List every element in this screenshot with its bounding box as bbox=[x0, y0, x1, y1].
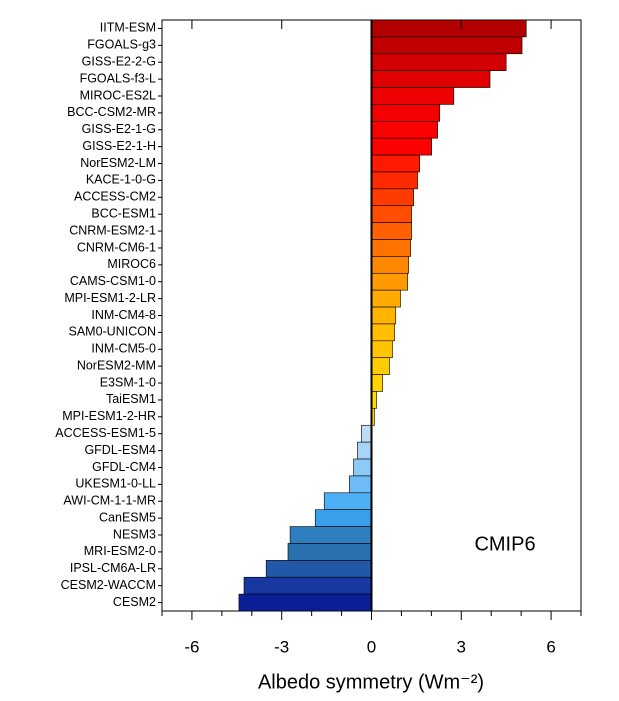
y-tick-label: BCC-ESM1 bbox=[91, 206, 156, 220]
bar bbox=[371, 171, 418, 190]
bar bbox=[371, 36, 523, 55]
y-tick-label: E3SM-1-0 bbox=[100, 375, 156, 389]
y-tick-label: GISS-E2-1-H bbox=[82, 139, 156, 153]
bar bbox=[289, 526, 372, 544]
bar bbox=[357, 441, 372, 460]
bar bbox=[371, 19, 527, 38]
x-tick-label: 0 bbox=[367, 637, 376, 656]
y-tick-label: IPSL-CM6A-LR bbox=[70, 561, 156, 575]
bar bbox=[371, 340, 393, 359]
y-tick-label: NESM3 bbox=[113, 527, 156, 541]
bar bbox=[238, 593, 372, 612]
bar bbox=[371, 256, 409, 274]
y-tick-label: MPI-ESM1-2-HR bbox=[62, 409, 156, 423]
bar bbox=[371, 154, 420, 173]
bar bbox=[371, 222, 412, 240]
x-tick-label: 3 bbox=[457, 637, 466, 656]
y-tick-label: CESM2-WACCM bbox=[61, 578, 156, 592]
bar bbox=[371, 104, 441, 122]
y-tick-label: TaiESM1 bbox=[106, 392, 156, 406]
y-tick-label: FGOALS-g3 bbox=[87, 38, 156, 52]
bar bbox=[371, 121, 438, 139]
y-tick-label: NorESM2-MM bbox=[77, 358, 156, 372]
bar bbox=[371, 53, 507, 71]
bar bbox=[371, 357, 390, 375]
bar bbox=[353, 458, 372, 477]
bar bbox=[287, 543, 372, 561]
y-tick-label: GFDL-ESM4 bbox=[84, 443, 156, 457]
y-tick-label: GFDL-CM4 bbox=[92, 460, 156, 474]
x-tick-label: 6 bbox=[546, 637, 555, 656]
y-tick-label: FGOALS-f3-L bbox=[80, 71, 156, 85]
bar bbox=[243, 576, 372, 595]
y-tick-label: INM-CM4-8 bbox=[91, 308, 156, 322]
bar bbox=[371, 188, 414, 207]
bar bbox=[371, 205, 412, 223]
bar bbox=[361, 424, 372, 443]
y-tick-label: KACE-1-0-G bbox=[86, 173, 156, 187]
y-tick-label: MPI-ESM1-2-LR bbox=[64, 291, 156, 305]
bar bbox=[371, 289, 401, 308]
bar bbox=[371, 137, 432, 156]
bar bbox=[371, 306, 397, 325]
bar bbox=[371, 87, 455, 105]
y-tick-label: SAM0-UNICON bbox=[68, 325, 156, 339]
bar bbox=[371, 323, 395, 342]
y-tick-label: NorESM2-LM bbox=[80, 156, 156, 170]
x-tick-label: -3 bbox=[274, 637, 289, 656]
y-tick-label: CNRM-ESM2-1 bbox=[69, 223, 156, 237]
y-tick-label: CESM2 bbox=[113, 595, 156, 609]
y-tick-label: ACCESS-ESM1-5 bbox=[55, 426, 156, 440]
y-tick-label: INM-CM5-0 bbox=[91, 342, 156, 356]
y-tick-label: UKESM1-0-LL bbox=[75, 477, 156, 491]
bar bbox=[371, 374, 383, 392]
y-tick-label: GISS-E2-2-G bbox=[82, 55, 156, 69]
bar bbox=[371, 239, 412, 257]
y-tick-label: AWI-CM-1-1-MR bbox=[63, 494, 156, 508]
y-tick-label: MIROC-ES2L bbox=[80, 88, 156, 102]
bar bbox=[265, 560, 372, 578]
y-tick-label: CAMS-CSM1-0 bbox=[70, 274, 156, 288]
bar bbox=[314, 509, 372, 527]
y-tick-label: GISS-E2-1-G bbox=[82, 122, 156, 136]
annotation: CMIP6 bbox=[474, 533, 535, 555]
bar bbox=[349, 475, 372, 494]
y-tick-label: MRI-ESM2-0 bbox=[84, 544, 156, 558]
bar bbox=[371, 70, 491, 88]
y-tick-label: MIROC6 bbox=[107, 257, 156, 271]
bar bbox=[323, 492, 372, 510]
y-tick-label: IITM-ESM bbox=[100, 21, 156, 35]
y-tick-label: ACCESS-CM2 bbox=[74, 190, 156, 204]
bar bbox=[371, 272, 409, 291]
y-tick-label: CanESM5 bbox=[99, 510, 156, 524]
y-tick-label: CNRM-CM6-1 bbox=[77, 240, 156, 254]
x-axis-label: Albedo symmetry (Wm⁻²) bbox=[258, 671, 484, 693]
x-tick-label: -6 bbox=[184, 637, 199, 656]
y-tick-label: BCC-CSM2-MR bbox=[67, 105, 156, 119]
